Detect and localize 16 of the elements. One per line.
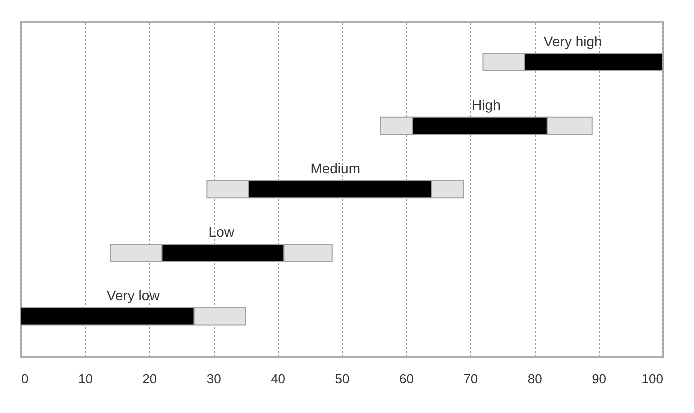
y-tick-label: Medium	[310, 160, 360, 176]
x-tick-label: 80	[528, 372, 542, 386]
x-tick-label: 40	[271, 372, 286, 386]
x-tick-label: 10	[78, 372, 93, 386]
y-tick-label: Low	[208, 224, 236, 240]
x-tick-label: 70	[464, 372, 478, 386]
y-tick-label: Very high	[544, 33, 602, 50]
x-tick-label: 0	[22, 372, 29, 386]
x-tick-label: 90	[592, 372, 607, 386]
x-tick-label: 100	[642, 372, 664, 386]
x-tick-label: 30	[206, 372, 222, 386]
x-tick-label: 60	[399, 372, 414, 386]
y-tick-label: Very low	[106, 288, 161, 304]
x-tick-label: 20	[142, 372, 158, 386]
y-tick-label: High	[472, 96, 501, 113]
x-tick-label: 50	[335, 372, 350, 386]
